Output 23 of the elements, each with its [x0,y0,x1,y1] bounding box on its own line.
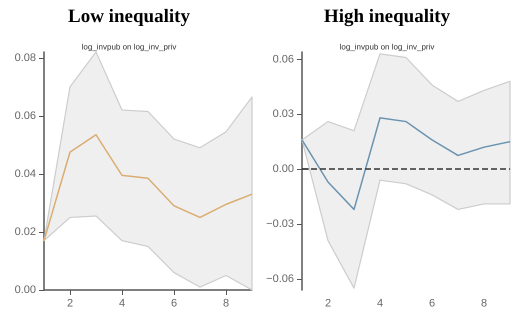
x-tick-label: 4 [376,298,384,310]
y-tick-label: 0.08 [14,52,36,64]
y-tick-label: −0.06 [266,273,294,286]
y-tick-label: 0.06 [14,110,36,122]
y-tick-label: 0.02 [14,226,36,238]
y-tick-label: −0.03 [266,218,294,230]
line-series [43,134,253,242]
x-tick-label: 8 [480,298,488,310]
y-tick-label: 0.03 [272,108,294,120]
y-tick-label: 0.00 [14,284,36,296]
chart-title: Low inequality [68,6,190,27]
x-tick-label: 2 [66,298,74,310]
y-tick-label: 0.04 [14,168,36,180]
x-tick-label: 6 [170,298,178,310]
chart-subtitle: log_invpub on log_inv_priv [82,42,176,52]
y-tick-label: 0.06 [272,53,294,66]
y-tick-label: 0.00 [272,163,294,176]
x-tick-label: 2 [324,298,332,310]
chart-title: High inequality [324,6,451,27]
x-tick-label: 8 [222,298,230,310]
chart-subtitle: log_invpub on log_inv_priv [340,42,434,52]
x-tick-label: 4 [118,298,126,310]
x-tick-label: 6 [428,298,436,310]
